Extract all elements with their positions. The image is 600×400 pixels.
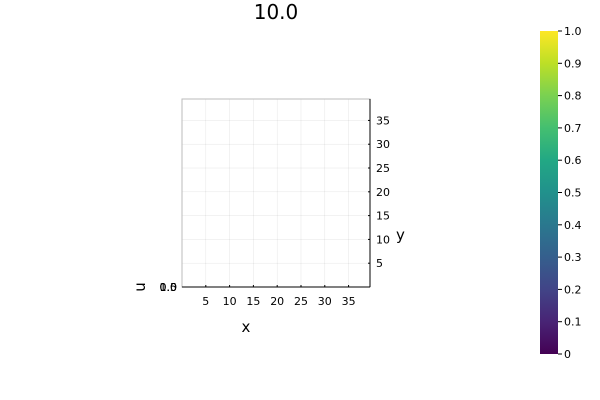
- x-tick-label: 30: [318, 295, 332, 308]
- x-tick-label: 25: [294, 295, 308, 308]
- plot-frame: [181, 98, 371, 288]
- colorbar-tick-label: 0: [564, 348, 571, 361]
- colorbar-tick-label: 0.2: [564, 283, 582, 296]
- grid-lines: [182, 99, 370, 287]
- x-tick-label: 15: [246, 295, 260, 308]
- x-tick-label: 5: [202, 295, 209, 308]
- z-tick-label: 0.0: [160, 281, 178, 294]
- y-tick-label: 30: [376, 138, 390, 151]
- x-axis-label: x: [242, 318, 251, 336]
- x-axis-ticks: 5 10 15 20 25 30 35: [202, 285, 356, 308]
- colorbar-tick-label: 0.7: [564, 122, 582, 135]
- colorbar-tick-label: 0.3: [564, 251, 582, 264]
- chart-title: 10.0: [254, 0, 299, 24]
- z-axis-label: u: [131, 282, 149, 292]
- colorbar-tick-label: 0.6: [564, 154, 582, 167]
- colorbar-tick-label: 0.1: [564, 316, 582, 329]
- y-tick-label: 10: [376, 233, 390, 246]
- z-tick-label: 0.5: [160, 281, 178, 294]
- colorbar-tick-label: 0.4: [564, 219, 582, 232]
- y-axis-ticks: 5 10 15 20 25 30 35: [368, 114, 390, 270]
- y-tick-label: 15: [376, 210, 390, 223]
- colorbar-tick-label: 0.5: [564, 187, 582, 200]
- colorbar-tick-label: 1.0: [564, 25, 582, 38]
- x-tick-label: 20: [270, 295, 284, 308]
- y-tick-label: 5: [376, 257, 383, 270]
- x-tick-label: 35: [342, 295, 356, 308]
- z-axis-ticks: 0.00.51.0: [160, 281, 178, 294]
- y-tick-label: 20: [376, 186, 390, 199]
- y-tick-label: 25: [376, 162, 390, 175]
- y-tick-label: 35: [376, 114, 390, 127]
- x-tick-label: 10: [223, 295, 237, 308]
- colorbar-tick-label: 0.9: [564, 57, 582, 70]
- colorbar-ticks: 0 0.1 0.2 0.3 0.4 0.5 0.6 0.7 0.8 0.9 1.0: [558, 25, 582, 361]
- z-tick-label: 1.0: [160, 281, 178, 294]
- colorbar: [540, 31, 558, 354]
- y-axis-label: y: [396, 226, 405, 244]
- colorbar-tick-label: 0.8: [564, 90, 582, 103]
